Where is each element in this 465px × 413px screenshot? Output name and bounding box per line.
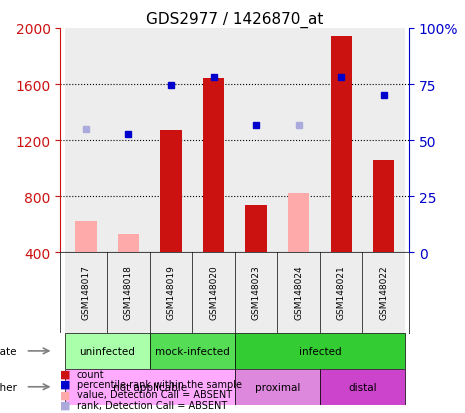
Bar: [373, 160, 394, 253]
Bar: [65, 369, 235, 405]
Bar: [246, 205, 267, 253]
Bar: [288, 194, 309, 253]
Text: proximal: proximal: [255, 382, 300, 392]
Bar: [118, 235, 139, 253]
Text: distal: distal: [348, 382, 377, 392]
Text: ■: ■: [60, 389, 71, 399]
Bar: [65, 29, 107, 253]
Bar: [331, 37, 352, 253]
Bar: [235, 333, 405, 369]
Bar: [203, 79, 224, 253]
Text: not applicable: not applicable: [113, 382, 187, 392]
Text: GSM148023: GSM148023: [252, 265, 260, 319]
Text: GSM148021: GSM148021: [337, 265, 345, 319]
Text: infected: infected: [299, 346, 341, 356]
Bar: [235, 253, 277, 333]
Bar: [160, 131, 182, 253]
Text: percentile rank within the sample: percentile rank within the sample: [77, 379, 242, 389]
Bar: [150, 253, 193, 333]
Bar: [193, 253, 235, 333]
Bar: [362, 29, 405, 253]
Text: value, Detection Call = ABSENT: value, Detection Call = ABSENT: [77, 389, 232, 399]
Text: GSM148017: GSM148017: [81, 265, 91, 319]
Bar: [320, 29, 362, 253]
Text: GSM148024: GSM148024: [294, 265, 303, 319]
Text: count: count: [77, 369, 104, 379]
Bar: [362, 253, 405, 333]
Bar: [150, 29, 193, 253]
Bar: [277, 253, 320, 333]
Text: ■: ■: [60, 400, 71, 410]
Text: GSM148018: GSM148018: [124, 265, 133, 319]
Bar: [235, 369, 320, 405]
Bar: [65, 333, 150, 369]
Bar: [320, 369, 405, 405]
Bar: [65, 253, 107, 333]
Bar: [235, 29, 277, 253]
Text: uninfected: uninfected: [80, 346, 135, 356]
Bar: [320, 253, 362, 333]
Bar: [193, 29, 235, 253]
Bar: [277, 29, 320, 253]
Bar: [107, 253, 150, 333]
Text: ■: ■: [60, 379, 71, 389]
Text: ■: ■: [60, 369, 71, 379]
Bar: [75, 222, 97, 253]
Text: rank, Detection Call = ABSENT: rank, Detection Call = ABSENT: [77, 400, 227, 410]
Text: GSM148020: GSM148020: [209, 265, 218, 319]
Bar: [150, 333, 235, 369]
Text: disease state: disease state: [0, 346, 17, 356]
Text: GSM148019: GSM148019: [166, 265, 175, 319]
Bar: [107, 29, 150, 253]
Text: GSM148022: GSM148022: [379, 265, 388, 319]
Text: other: other: [0, 382, 17, 392]
Title: GDS2977 / 1426870_at: GDS2977 / 1426870_at: [146, 12, 324, 28]
Text: mock-infected: mock-infected: [155, 346, 230, 356]
